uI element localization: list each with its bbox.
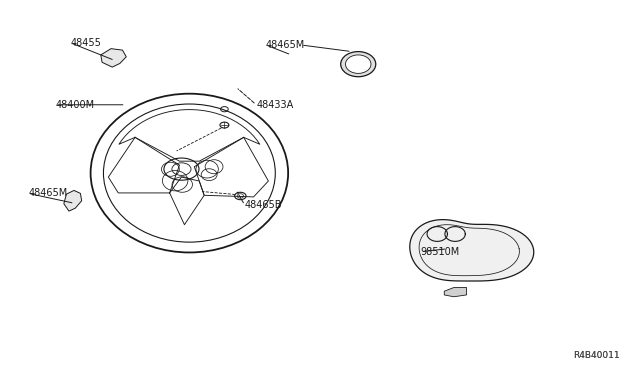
Polygon shape: [410, 219, 534, 281]
Polygon shape: [100, 49, 126, 67]
Text: 98510M: 98510M: [420, 247, 460, 257]
Text: 48400M: 48400M: [56, 100, 95, 110]
Ellipse shape: [340, 52, 376, 77]
Text: 48433A: 48433A: [256, 100, 294, 110]
Polygon shape: [444, 288, 467, 297]
Text: 48465M: 48465M: [266, 40, 305, 50]
Text: 48465M: 48465M: [28, 188, 67, 198]
Polygon shape: [64, 190, 82, 211]
Text: 48465B: 48465B: [245, 200, 282, 210]
Text: 48455: 48455: [70, 38, 101, 48]
Text: R4B40011: R4B40011: [573, 350, 620, 359]
Ellipse shape: [346, 55, 371, 73]
Text: R4B40011: R4B40011: [573, 350, 620, 359]
